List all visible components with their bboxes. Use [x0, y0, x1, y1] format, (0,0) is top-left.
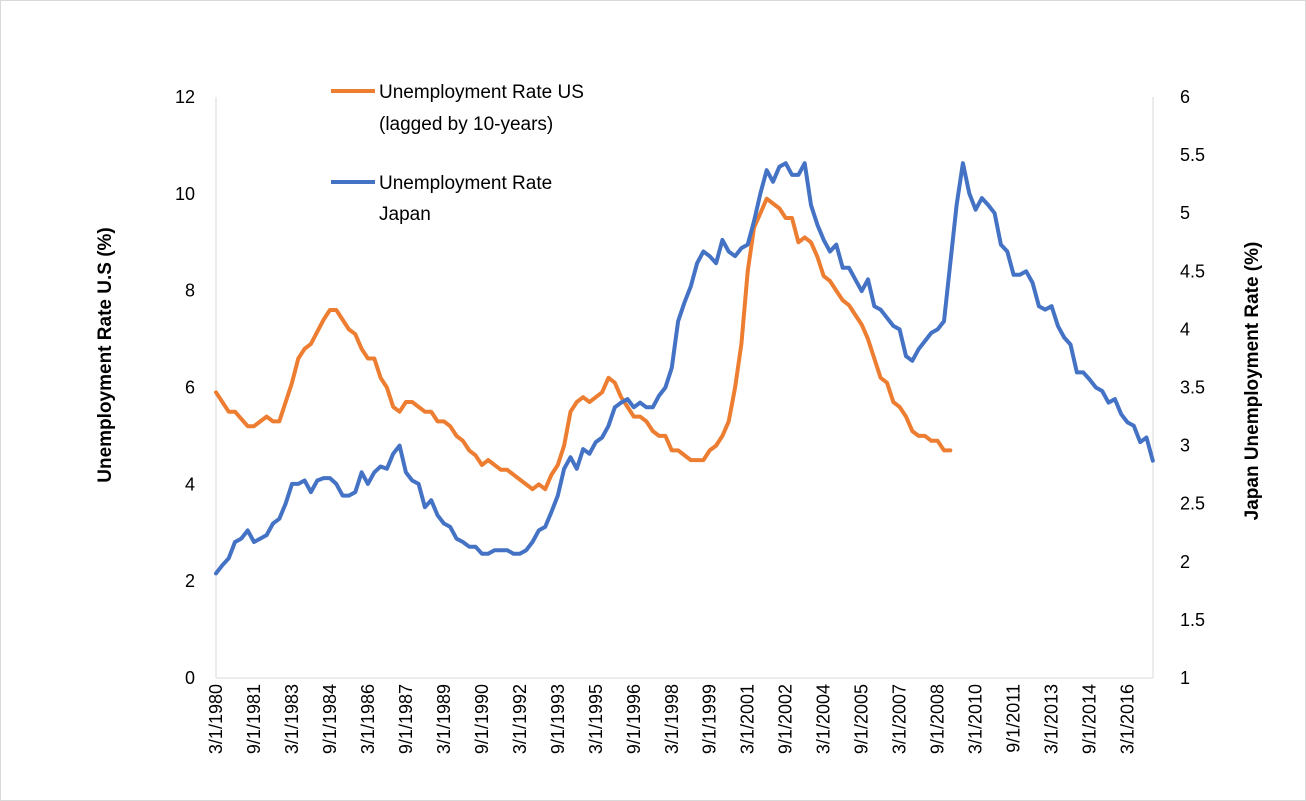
x-tick-label: 9/1/1999	[700, 684, 720, 754]
x-tick-label: 3/1/2007	[890, 684, 910, 754]
right-y-tick-labels: 1 1.5 2 2.5 3 3.5 4 4.5 5 5.5 6	[1180, 87, 1205, 688]
legend: Unemployment Rate US (lagged by 10-years…	[331, 82, 584, 225]
series-layer	[214, 161, 1155, 576]
right-y-tick-label: 3.5	[1180, 378, 1205, 398]
legend-label-japan-line1: Unemployment Rate	[379, 173, 552, 194]
left-y-tick-label: 8	[185, 281, 195, 301]
left-y-tick-label: 6	[185, 378, 195, 398]
x-tick-label: 9/1/1996	[624, 684, 644, 754]
x-tick-label: 3/1/1983	[282, 684, 302, 754]
legend-label-japan-line2: Japan	[379, 204, 431, 225]
series-line-japan	[214, 161, 1155, 576]
right-y-tick-label: 2	[1180, 552, 1190, 572]
x-tick-label: 9/1/1993	[548, 684, 568, 754]
x-tick-label: 9/1/1984	[320, 684, 340, 754]
left-y-tick-label: 4	[185, 474, 195, 494]
x-tick-label: 3/1/1995	[586, 684, 606, 754]
left-y-tick-label: 0	[185, 668, 195, 688]
left-y-axis-title: Unemployment Rate U.S (%)	[95, 227, 116, 482]
x-tick-label: 3/1/1989	[434, 684, 454, 754]
x-tick-label: 3/1/1980	[206, 684, 226, 754]
x-tick-labels: 3/1/1980 9/1/1981 3/1/1983 9/1/1984 3/1/1986…	[206, 684, 1138, 754]
left-y-tick-labels: 0 2 4 6 8 10 12	[175, 87, 195, 688]
x-tick-label: 3/1/2001	[738, 684, 758, 754]
right-y-tick-label: 6	[1180, 87, 1190, 107]
x-tick-label: 9/1/2005	[852, 684, 872, 754]
right-y-tick-label: 1.5	[1180, 610, 1205, 630]
right-y-tick-label: 4.5	[1180, 261, 1205, 281]
x-tick-label: 3/1/2013	[1042, 684, 1062, 754]
x-tick-label: 3/1/2016	[1118, 684, 1138, 754]
left-y-tick-label: 12	[175, 87, 195, 107]
x-tick-label: 3/1/2010	[966, 684, 986, 754]
left-y-tick-label: 2	[185, 571, 195, 591]
right-y-tick-label: 4	[1180, 319, 1190, 339]
x-tick-label: 9/1/1981	[244, 684, 264, 754]
legend-label-us-line2: (lagged by 10-years)	[379, 114, 553, 135]
right-y-tick-label: 1	[1180, 668, 1190, 688]
x-tick-label: 9/1/2008	[928, 684, 948, 754]
x-tick-label: 3/1/1998	[662, 684, 682, 754]
series-line-us	[214, 196, 953, 492]
left-y-tick-label: 10	[175, 184, 195, 204]
right-y-tick-label: 5.5	[1180, 145, 1205, 165]
x-tick-label: 9/1/2002	[776, 684, 796, 754]
right-y-tick-label: 5	[1180, 203, 1190, 223]
x-tick-label: 3/1/1986	[358, 684, 378, 754]
x-tick-label: 9/1/1990	[472, 684, 492, 754]
legend-label-us-line1: Unemployment Rate US	[379, 82, 584, 103]
x-tick-label: 3/1/2004	[814, 684, 834, 754]
x-tick-label: 9/1/1987	[396, 684, 416, 754]
x-tick-label: 9/1/2014	[1080, 684, 1100, 754]
right-y-axis-title: Japan Unemployment Rate (%)	[1242, 242, 1263, 521]
x-tick-label: 3/1/1992	[510, 684, 530, 754]
right-y-tick-label: 2.5	[1180, 494, 1205, 514]
right-y-tick-label: 3	[1180, 436, 1190, 456]
x-tick-label: 9/1/2011	[1004, 684, 1024, 753]
